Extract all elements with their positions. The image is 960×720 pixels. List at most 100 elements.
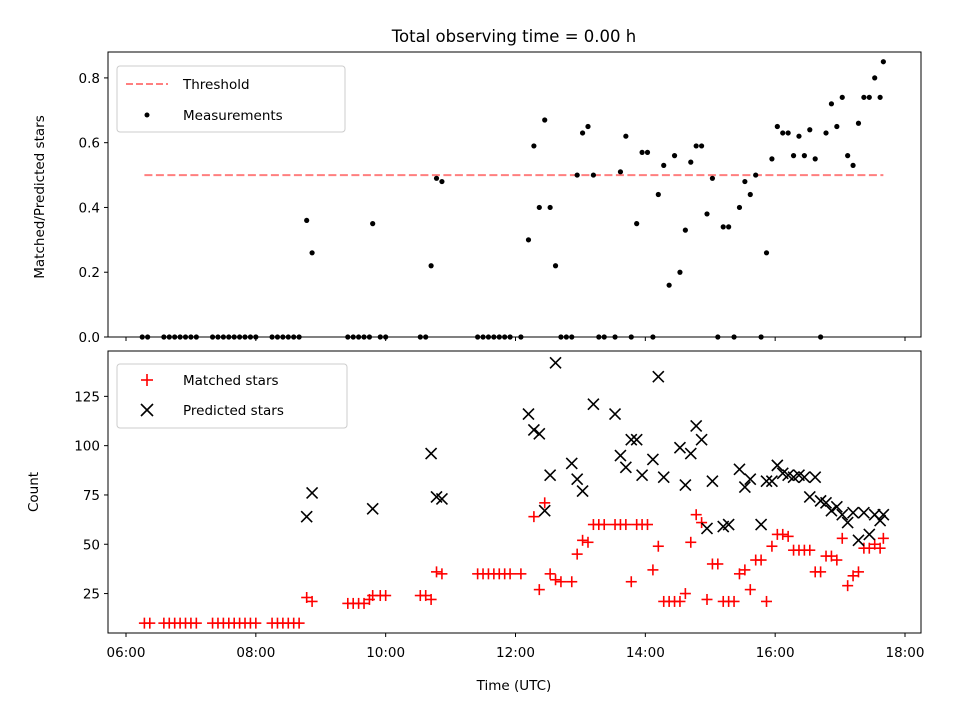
bottom-legend: Matched stars Predicted stars [116, 363, 348, 429]
matched-star-point [690, 509, 702, 521]
matched-star-point [571, 548, 583, 560]
x-tick-label: 12:00 [496, 645, 535, 661]
predicted-marker-b [760, 475, 773, 488]
predicted-marker-b [733, 463, 746, 476]
matched-star-point [712, 558, 724, 570]
predicted-marker-b [868, 508, 881, 521]
matched-star-point [641, 519, 653, 531]
predicted-marker-b [619, 461, 632, 474]
predicted-marker-b [738, 481, 751, 494]
measurement-point [531, 143, 537, 149]
legend-predicted-label: Predicted stars [183, 403, 284, 419]
measurement-point [639, 149, 645, 155]
legend-threshold-label: Threshold [182, 77, 250, 93]
predicted-star-point [738, 481, 751, 494]
measurement-point [861, 94, 867, 100]
predicted-marker-b [852, 534, 865, 547]
predicted-star-point [877, 508, 890, 521]
predicted-marker-b [863, 528, 876, 541]
bottom-predicted-layer [300, 356, 890, 547]
measurement-point [542, 117, 548, 123]
matched-star-point [528, 511, 540, 523]
x-axis-label: Time (UTC) [476, 678, 552, 694]
predicted-star-point [771, 459, 784, 472]
measurement-point [742, 178, 748, 185]
measurement-point [709, 175, 716, 181]
predicted-star-point [679, 479, 692, 492]
predicted-star-point [306, 486, 319, 500]
measurement-point [590, 172, 597, 178]
measurement-point [801, 153, 807, 159]
predicted-marker-b [700, 522, 714, 535]
predicted-star-point [803, 490, 816, 503]
measurement-point [720, 224, 726, 230]
measurement-point [693, 143, 699, 149]
matched-star-point [804, 544, 816, 556]
predicted-marker-b [657, 471, 670, 484]
predicted-marker-b [527, 423, 540, 436]
x-tick-label: 16:00 [756, 645, 795, 661]
measurement-point [823, 130, 829, 136]
predicted-marker-b [522, 408, 535, 421]
bottom-legend-box [116, 363, 348, 429]
predicted-star-point [652, 370, 665, 383]
legend-measurements-label: Measurements [183, 108, 283, 124]
x-tick-label: 08:00 [236, 645, 275, 661]
measurement-point [812, 156, 818, 162]
predicted-marker-b [798, 471, 811, 484]
measurement-point [834, 123, 840, 130]
matched-star-point [877, 532, 889, 544]
x-tick-label: 14:00 [626, 645, 665, 661]
predicted-star-point [425, 447, 438, 460]
measurement-point [763, 250, 770, 256]
top-y-tick-label: 0.8 [79, 71, 100, 87]
predicted-marker-b [565, 457, 578, 470]
measurement-point [780, 130, 786, 136]
matched-star-point [744, 584, 756, 596]
bottom-matched-layer [138, 497, 889, 629]
matched-star-point [777, 528, 789, 540]
measurement-point [634, 221, 640, 227]
bottom-y-tick-label: 25 [83, 587, 100, 603]
matched-star-point [728, 595, 740, 607]
predicted-marker-b [755, 518, 768, 531]
matched-star-point [380, 590, 392, 602]
matched-star-point [436, 568, 448, 580]
measurement-point [855, 120, 862, 126]
predicted-marker-b [306, 486, 319, 500]
bottom-panel: 25 50 75 100 125 06:00 08:00 10:00 12:00 14:00 16:… [26, 350, 924, 694]
measurement-point [536, 204, 542, 211]
predicted-star-point [630, 433, 643, 446]
measurement-point [796, 133, 802, 139]
predicted-marker-b [776, 467, 789, 480]
predicted-marker-b [706, 475, 719, 488]
predicted-marker-b [765, 475, 778, 488]
predicted-star-point [684, 447, 697, 460]
predicted-marker-b [877, 508, 890, 521]
matched-star-point [701, 593, 713, 605]
measurement-point [439, 178, 445, 185]
predicted-star-point [722, 518, 735, 531]
predicted-star-point [614, 449, 627, 462]
predicted-marker-b [857, 506, 870, 519]
measurement-point [866, 94, 872, 100]
matched-star-point [696, 517, 708, 529]
matched-star-point [306, 595, 318, 607]
predicted-star-point [657, 471, 670, 484]
measurement-point [547, 204, 553, 211]
predicted-star-point [619, 461, 632, 474]
predicted-star-point [744, 473, 757, 486]
predicted-marker-b [803, 490, 816, 503]
legend-matched-label: Matched stars [183, 373, 279, 389]
measurement-point [433, 175, 440, 181]
predicted-marker-b [652, 370, 665, 383]
top-panel: 0.00.20.40.60.8 Matched/Predicted stars … [32, 51, 922, 346]
measurement-point [785, 130, 791, 136]
predicted-star-point [690, 419, 703, 433]
predicted-marker-b [830, 500, 843, 513]
measurement-point [309, 250, 315, 256]
predicted-marker-b [430, 490, 443, 503]
matched-star-point [836, 532, 848, 544]
predicted-marker-b [695, 433, 708, 446]
